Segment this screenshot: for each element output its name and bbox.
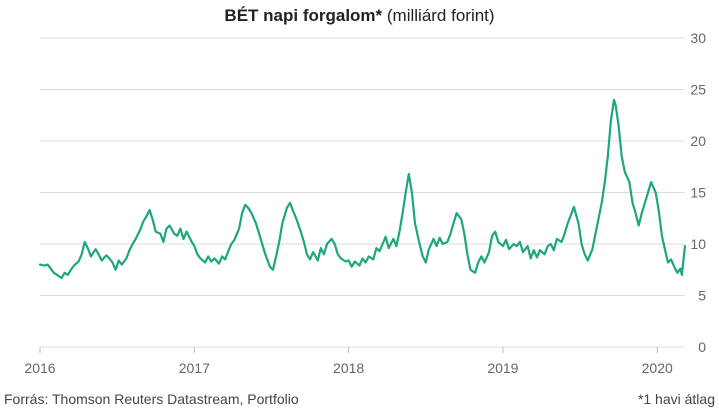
grid	[40, 37, 685, 348]
y-tick-label: 0	[698, 339, 706, 355]
x-tick-label: 2020	[642, 360, 673, 376]
x-tick-label: 2016	[24, 360, 55, 376]
x-tick-label: 2018	[333, 360, 364, 376]
chart-title-bold: BÉT napi forgalom*	[224, 6, 383, 25]
source-note: Forrás: Thomson Reuters Datastream, Port…	[4, 391, 299, 407]
y-tick-label: 10	[690, 236, 706, 252]
y-axis: 0 5 10 15 20 25 30	[690, 30, 706, 355]
series	[38, 98, 687, 280]
y-tick-label: 5	[698, 288, 706, 304]
x-axis: 2016 2017 2018 2019 2020	[24, 347, 673, 376]
footnote: *1 havi átlag	[637, 391, 715, 407]
y-tick-label: 15	[690, 185, 706, 201]
series-line	[38, 98, 687, 280]
x-tick-label: 2017	[179, 360, 210, 376]
x-tick-label: 2019	[487, 360, 518, 376]
y-tick-label: 20	[690, 133, 706, 149]
chart-title-unit: (milliárd forint)	[386, 6, 495, 25]
y-tick-label: 30	[690, 30, 706, 46]
y-tick-label: 25	[690, 82, 706, 98]
chart-title: BÉT napi forgalom* (milliárd forint)	[0, 6, 719, 26]
